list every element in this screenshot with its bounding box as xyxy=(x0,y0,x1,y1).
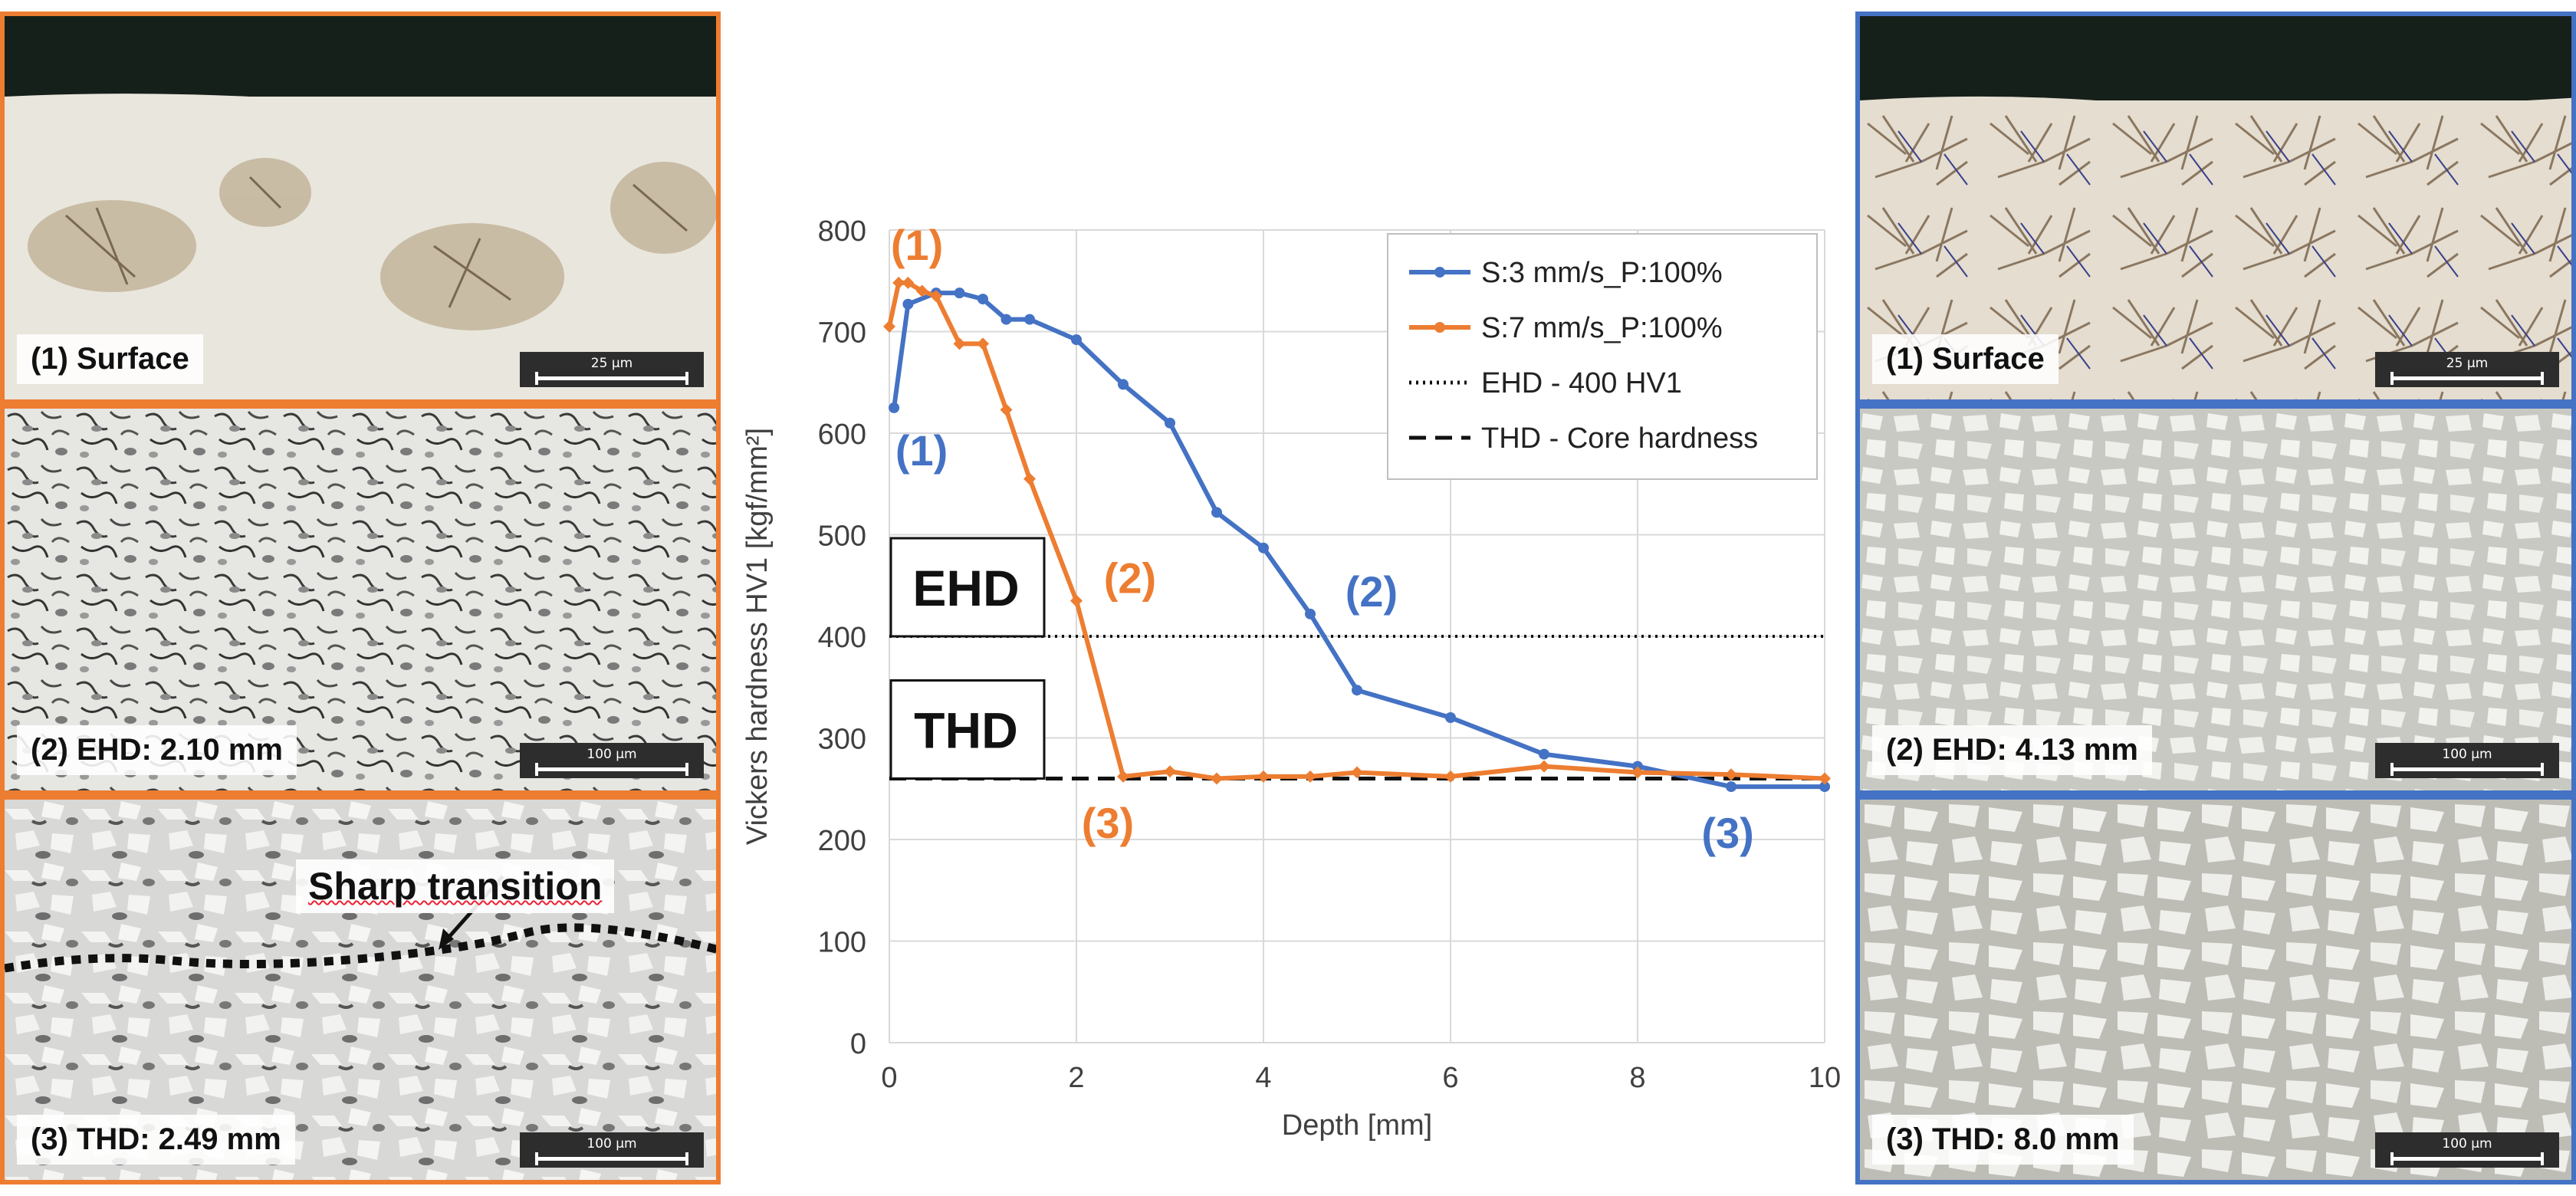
left-surface-micrograph: (1) Surface 25 µm xyxy=(0,12,721,404)
ehd-box-label: EHD xyxy=(912,560,1019,616)
threshold-box xyxy=(889,679,1046,780)
transition-dotted-line xyxy=(5,923,716,973)
data-point xyxy=(1631,766,1644,779)
data-point xyxy=(892,276,905,289)
right-surface-micrograph: (1) Surface 25 µm xyxy=(1855,12,2576,404)
x-tick-label: 10 xyxy=(1809,1062,1841,1094)
right-ehd-caption: (2) EHD: 4.13 mm xyxy=(1872,725,2152,775)
data-point xyxy=(1024,472,1036,485)
left-thd-scale-bar: 100 µm xyxy=(520,1132,704,1168)
data-point xyxy=(1257,770,1270,783)
y-tick-label: 600 xyxy=(818,419,866,451)
left-ehd-scale-bar: 100 µm xyxy=(520,743,704,778)
data-point xyxy=(954,288,965,299)
thd-box-label: THD xyxy=(914,702,1018,759)
left-surface-scale-bar: 25 µm xyxy=(520,352,704,387)
left-thd-caption: (3) THD: 2.49 mm xyxy=(17,1115,295,1165)
data-point xyxy=(1211,772,1223,785)
x-tick-label: 6 xyxy=(1442,1062,1458,1094)
left-ehd-micrograph: (2) EHD: 2.10 mm 100 µm xyxy=(0,404,721,795)
data-point xyxy=(1001,314,1012,325)
data-point xyxy=(1538,760,1550,773)
legend-marker xyxy=(1434,322,1445,333)
y-tick-label: 400 xyxy=(818,622,866,654)
legend-entry-label: THD - Core hardness xyxy=(1481,422,1758,455)
x-axis-label: Depth [mm] xyxy=(1282,1109,1432,1142)
right-ehd-scale-bar: 100 µm xyxy=(2375,743,2559,778)
point-annotation: (1) xyxy=(891,221,943,269)
data-point xyxy=(902,298,914,310)
point-annotation: (2) xyxy=(1104,554,1156,603)
right-thd-scale-bar: 100 µm xyxy=(2375,1132,2559,1168)
data-point xyxy=(902,276,915,289)
data-point xyxy=(883,320,895,333)
left-surface-caption: (1) Surface xyxy=(17,334,203,384)
y-tick-label: 700 xyxy=(818,317,866,350)
data-point xyxy=(1726,781,1737,793)
data-point xyxy=(1305,608,1316,619)
y-tick-label: 500 xyxy=(818,521,866,553)
y-tick-label: 800 xyxy=(818,215,866,248)
point-annotation: (2) xyxy=(1346,567,1398,616)
right-ehd-micrograph: (2) EHD: 4.13 mm 100 µm xyxy=(1855,404,2576,795)
data-point xyxy=(977,337,989,350)
x-tick-label: 8 xyxy=(1629,1062,1645,1094)
data-point xyxy=(953,337,966,350)
left-ehd-caption: (2) EHD: 2.10 mm xyxy=(17,725,297,775)
data-point xyxy=(1211,507,1222,518)
data-point xyxy=(1351,766,1363,779)
x-tick-label: 2 xyxy=(1068,1062,1084,1094)
data-point xyxy=(1352,685,1362,696)
data-point xyxy=(1819,772,1831,785)
x-tick-label: 4 xyxy=(1255,1062,1271,1094)
data-point xyxy=(1024,314,1035,325)
left-thd-micrograph: Sharp transition (3) THD: 2.49 mm 100 µm xyxy=(0,795,721,1184)
data-point xyxy=(1539,748,1549,760)
hardness-depth-chart: 0 100 200 300 400 500 600 700 800 0 2 4 6 8 10 Depth [m… xyxy=(741,215,1841,1142)
data-point xyxy=(1165,417,1175,429)
data-point xyxy=(1258,542,1269,554)
data-point xyxy=(1444,770,1457,783)
data-point xyxy=(1118,379,1129,390)
data-point xyxy=(1164,765,1176,778)
y-axis-label: Vickers hardness HV1 [kgf/mm²] xyxy=(741,428,774,845)
y-tick-label: 100 xyxy=(818,927,866,959)
legend-box xyxy=(1387,233,1818,480)
legend-marker xyxy=(1434,267,1445,278)
data-point xyxy=(889,402,900,413)
sharp-transition-label: Sharp transition xyxy=(296,859,615,913)
legend-entry-label: S:7 mm/s_P:100% xyxy=(1481,312,1723,344)
point-annotation: (3) xyxy=(1701,809,1753,857)
point-annotation: (1) xyxy=(895,426,948,475)
data-point xyxy=(1819,781,1830,793)
y-tick-label: 200 xyxy=(818,825,866,857)
data-point xyxy=(1000,403,1013,416)
data-point xyxy=(1725,768,1737,781)
point-annotation: (3) xyxy=(1082,799,1134,847)
legend-entry-label: S:3 mm/s_P:100% xyxy=(1481,257,1723,289)
y-tick-label: 0 xyxy=(850,1028,866,1060)
data-point xyxy=(1445,712,1456,723)
data-point xyxy=(915,284,928,297)
data-point xyxy=(930,290,942,303)
right-surface-scale-bar: 25 µm xyxy=(2375,352,2559,387)
y-tick-label: 300 xyxy=(818,724,866,756)
data-point xyxy=(1304,770,1316,783)
legend-entry-label: EHD - 400 HV1 xyxy=(1481,367,1682,399)
data-point xyxy=(1071,334,1082,346)
threshold-box xyxy=(889,537,1046,638)
data-point xyxy=(978,294,988,305)
data-point xyxy=(1117,770,1129,783)
right-surface-caption: (1) Surface xyxy=(1872,334,2058,384)
x-tick-label: 0 xyxy=(881,1062,897,1094)
right-thd-micrograph: (3) THD: 8.0 mm 100 µm xyxy=(1855,795,2576,1184)
right-thd-caption: (3) THD: 8.0 mm xyxy=(1872,1115,2134,1165)
data-point xyxy=(1070,594,1083,607)
